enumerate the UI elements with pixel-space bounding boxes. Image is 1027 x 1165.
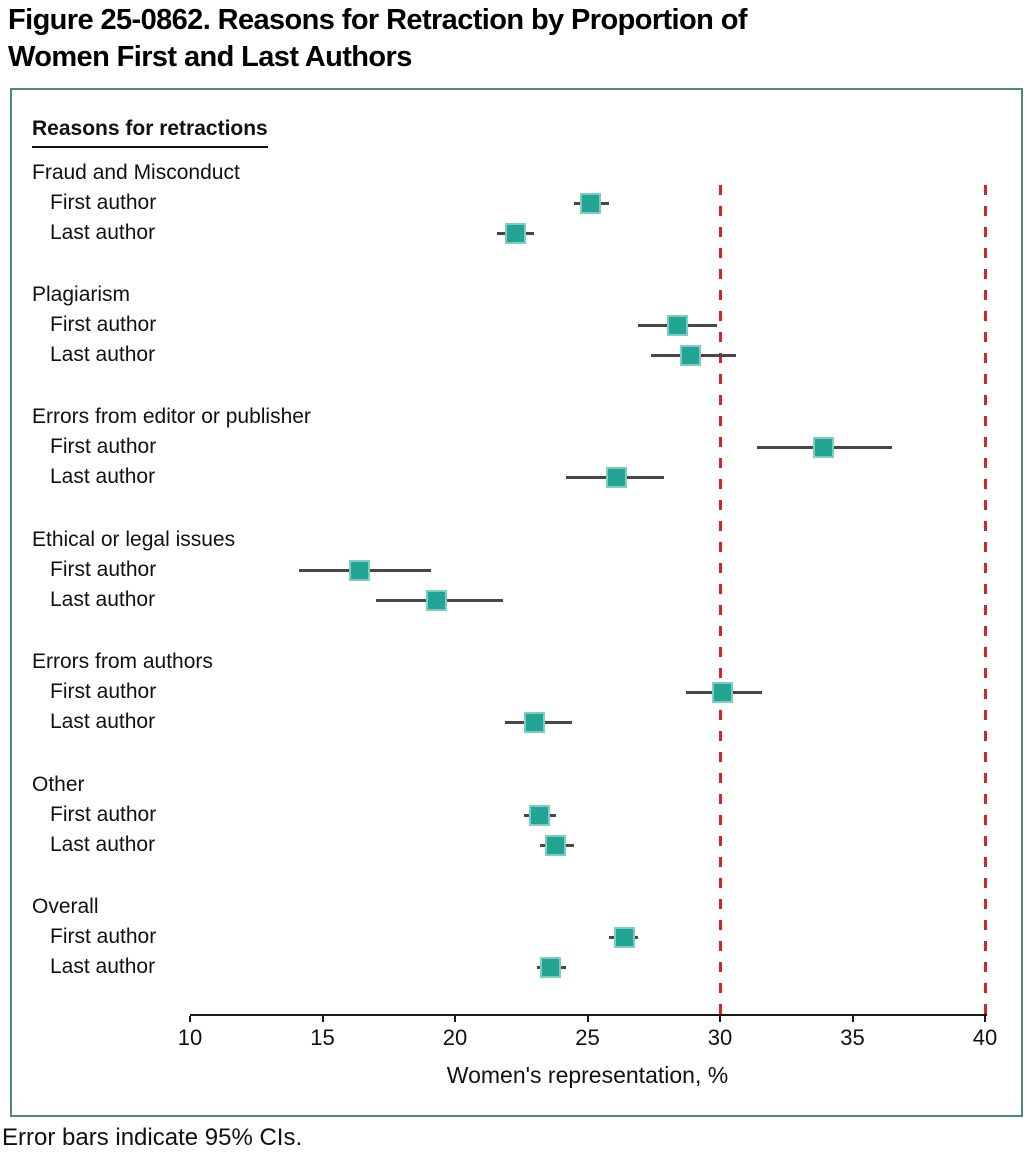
- group-label: Fraud and Misconduct: [32, 161, 240, 184]
- x-axis-tick-label: 10: [177, 1025, 203, 1050]
- data-point-marker: [712, 681, 734, 703]
- forest-plot: Reasons for retractions Fraud and Miscon…: [10, 88, 1023, 1117]
- row-label: First author: [50, 435, 157, 458]
- x-axis-tick: [586, 1016, 589, 1022]
- row-label: Last author: [50, 221, 156, 244]
- x-axis-tick-label: 30: [707, 1025, 733, 1050]
- data-point-marker: [606, 466, 628, 488]
- group-label: Overall: [32, 895, 99, 918]
- figure-title: Figure 25-0862. Reasons for Retraction b…: [8, 2, 747, 76]
- x-axis-title: Women's representation, %: [446, 1062, 729, 1088]
- group-label: Ethical or legal issues: [32, 528, 236, 551]
- row-label: First author: [50, 558, 157, 581]
- data-point-marker: [505, 222, 527, 244]
- reasons-column-header: Reasons for retractions: [32, 117, 268, 148]
- data-point-marker: [539, 956, 561, 978]
- data-point-marker: [667, 314, 689, 336]
- data-point-marker: [545, 834, 567, 856]
- x-axis-tick-label: 35: [840, 1025, 865, 1050]
- row-label: First author: [50, 191, 157, 214]
- x-axis-tick: [189, 1016, 191, 1022]
- x-axis-tick: [984, 1016, 986, 1022]
- data-point-marker: [812, 436, 834, 458]
- data-point-marker: [524, 711, 545, 733]
- reference-line-40: [983, 185, 987, 1014]
- x-axis-tick: [454, 1016, 456, 1022]
- row-label: First author: [50, 313, 157, 336]
- row-label: Last author: [50, 465, 156, 488]
- x-axis-tick-label: 20: [442, 1025, 468, 1050]
- x-axis-tick-label: 40: [972, 1025, 998, 1050]
- x-axis-tick-label: 15: [310, 1025, 335, 1050]
- x-axis-tick-label: 25: [575, 1025, 600, 1050]
- data-point-marker: [614, 926, 636, 948]
- row-label: Last author: [50, 955, 156, 978]
- row-label: First author: [50, 803, 157, 826]
- row-label: Last author: [50, 343, 156, 366]
- row-label: Last author: [50, 833, 156, 856]
- reference-line-30: [718, 185, 722, 1014]
- row-label: First author: [50, 925, 157, 948]
- row-label: First author: [50, 680, 157, 703]
- row-label: Last author: [50, 588, 156, 611]
- data-point-marker: [529, 804, 551, 826]
- x-axis-tick: [719, 1016, 721, 1022]
- data-point-marker: [425, 589, 447, 611]
- x-axis-tick: [851, 1016, 854, 1022]
- footnote: Error bars indicate 95% CIs.: [2, 1124, 303, 1151]
- figure-title-line1: Figure 25-0862. Reasons for Retraction b…: [8, 4, 747, 36]
- row-label: Last author: [50, 710, 156, 733]
- data-point-marker: [680, 344, 702, 366]
- x-axis-tick: [321, 1016, 324, 1022]
- data-point-marker: [579, 192, 601, 214]
- group-label: Errors from authors: [32, 650, 213, 673]
- group-label: Errors from editor or publisher: [32, 405, 311, 428]
- group-label: Other: [32, 773, 85, 796]
- figure-title-line2: Women First and Last Authors: [8, 41, 412, 73]
- data-point-marker: [349, 559, 371, 581]
- x-axis-line: [190, 1014, 987, 1016]
- group-label: Plagiarism: [32, 283, 131, 306]
